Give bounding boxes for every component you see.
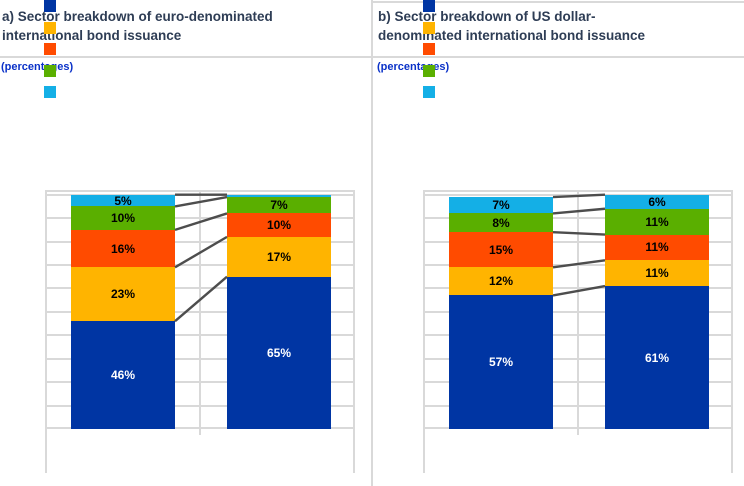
legend-swatch-light-blue [44,86,56,98]
panel-usd-title-line1: b) Sector breakdown of US dollar- [378,9,596,24]
segment-orange-red-bar2: 11% [605,234,709,261]
segment-amber-bar2: 17% [227,236,331,277]
segment-light-blue-bar2: 6% [605,194,709,209]
segment-orange-red-bar2: 10% [227,213,331,237]
plot-left-border [45,190,47,473]
segment-light-blue-bar1: 5% [71,195,175,207]
segment-green-bar1: 10% [71,206,175,230]
segment-label-orange-red-bar1: 15% [488,242,514,257]
segment-label-dark-blue-bar2: 65% [266,345,292,360]
title-separator-line [0,56,744,58]
legend-swatch-green [44,64,56,77]
segment-label-amber-bar1: 23% [110,287,136,302]
segment-label-amber-bar2: 11% [645,266,669,281]
segment-label-dark-blue-bar2: 61% [644,350,670,365]
panel-euro-plot-area: 46% 23% 16% 10% 5% 65% 17% 10% 7% [45,190,355,473]
segment-light-blue-bar2 [227,194,331,198]
segment-label-orange-red-bar1: 16% [110,241,136,256]
segment-dark-blue-bar2: 65% [227,276,331,429]
segment-label-green-bar1: 8% [492,215,510,230]
legend-swatch-dark-blue [423,0,435,12]
segment-label-dark-blue-bar1: 57% [488,355,514,370]
segment-label-green-bar2: 7% [270,198,288,213]
segment-label-light-blue-bar1: 7% [492,198,510,213]
panel-usd-title: b) Sector breakdown of US dollar-denomin… [378,7,734,45]
plot-right-border [353,190,355,473]
segment-label-light-blue-bar1: 5% [114,193,132,208]
segment-green-bar2: 11% [605,208,709,235]
category-divider-gridline [577,190,579,429]
panel-euro-legend [44,0,104,200]
stacked-bar-2: 61% 11% 11% 11% 6% [605,190,709,429]
segment-label-orange-red-bar2: 10% [266,218,292,233]
segment-label-green-bar1: 10% [110,211,136,226]
segment-label-amber-bar1: 12% [488,274,514,289]
panel-divider-line [371,0,373,486]
legend-swatch-amber [44,21,56,34]
segment-amber-bar1: 23% [71,267,175,322]
segment-green-bar1: 8% [449,213,553,233]
bars-area: 46% 23% 16% 10% 5% 65% 17% 10% 7% [45,190,355,429]
legend-swatch-dark-blue [44,0,56,12]
legend-swatch-green [423,64,435,77]
segment-light-blue-bar1: 7% [449,197,553,214]
panel-b-title-top-border [372,1,744,3]
segment-amber-bar1: 12% [449,267,553,296]
legend-swatch-orange-red [44,43,56,55]
segment-label-light-blue-bar2: 6% [648,194,666,209]
stacked-bar-2: 65% 17% 10% 7% [227,190,331,429]
segment-dark-blue-bar2: 61% [605,286,709,429]
plot-right-border [731,190,733,473]
segment-label-orange-red-bar2: 11% [645,240,669,255]
segment-label-green-bar2: 11% [645,214,669,229]
segment-label-amber-bar2: 17% [266,249,292,264]
legend-swatch-orange-red [423,43,435,55]
panel-usd-plot-area: 57% 12% 15% 8% 7% 61% 11% 11% 11% 6% [423,190,733,473]
x-axis-tick [577,429,579,435]
panel-usd-title-line2: denominated international bond issuance [378,28,646,43]
panel-usd-legend [423,0,483,200]
plot-left-border [423,190,425,473]
segment-orange-red-bar1: 16% [71,229,175,268]
legend-swatch-amber [423,21,435,34]
stacked-bar-1: 46% 23% 16% 10% 5% [71,190,175,429]
legend-swatch-light-blue [423,86,435,98]
segment-dark-blue-bar1: 57% [449,295,553,429]
segment-orange-red-bar1: 15% [449,232,553,268]
segment-amber-bar2: 11% [605,260,709,287]
panel-euro: a) Sector breakdown of euro-denominated i… [1,0,355,473]
segment-green-bar2: 7% [227,197,331,214]
panel-euro-title-line1: a) Sector breakdown of euro-denominated [2,9,273,24]
bars-area: 57% 12% 15% 8% 7% 61% 11% 11% 11% 6% [423,190,733,429]
x-axis-tick [199,429,201,435]
stacked-bar-1: 57% 12% 15% 8% 7% [449,190,553,429]
segment-dark-blue-bar1: 46% [71,321,175,429]
panel-usd: b) Sector breakdown of US dollar-denomin… [372,0,744,486]
segment-label-dark-blue-bar1: 46% [110,368,136,383]
